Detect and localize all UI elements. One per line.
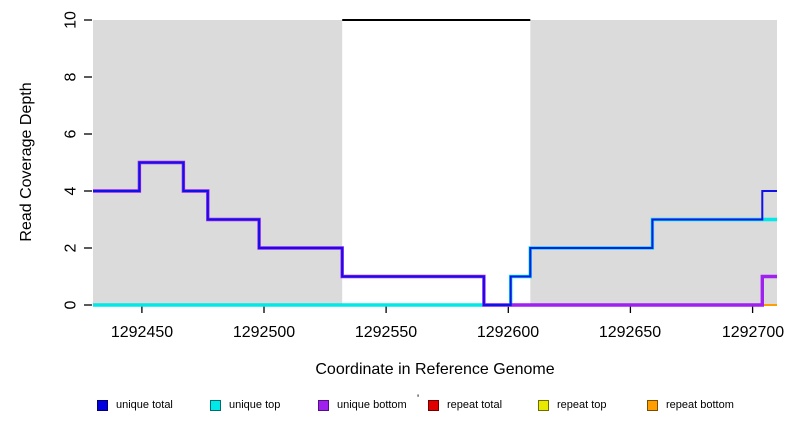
repeat-region-shade	[93, 20, 343, 305]
y-tick-label: 0	[63, 300, 80, 309]
legend-item-unique-total: unique total	[97, 398, 173, 412]
unique-total-swatch	[97, 399, 108, 411]
legend-item-unique-top: unique top	[210, 398, 280, 412]
x-tick-label: 1292650	[599, 324, 661, 341]
repeat-region-shade	[530, 20, 777, 305]
y-tick-label: 10	[63, 11, 80, 29]
x-tick-labels: 1292450 1292500 1292550 1292600 1292650 …	[111, 324, 784, 341]
legend-item-unique-bottom: unique bottom	[318, 398, 407, 412]
x-tick-label: 1292600	[477, 324, 539, 341]
repeat-top-swatch	[538, 399, 549, 411]
unique-total-line	[93, 161, 777, 306]
legend-label: repeat bottom	[666, 399, 734, 411]
legend-item-repeat-bottom: repeat bottom	[647, 398, 734, 412]
y-tick-label: 4	[63, 186, 80, 195]
x-tick-label: 1292550	[355, 324, 417, 341]
axis-ticks	[84, 19, 754, 313]
legend-label: repeat top	[557, 399, 607, 411]
legend-label: repeat total	[447, 399, 503, 411]
x-axis-title: Coordinate in Reference Genome	[315, 361, 555, 378]
legend-label: unique bottom	[337, 399, 407, 411]
x-tick-label: 1292700	[722, 324, 784, 341]
coverage-plot: 1292450 1292500 1292550 1292600 1292650 …	[63, 11, 785, 341]
unique-bottom-swatch	[318, 399, 329, 411]
repeat-bottom-swatch	[647, 399, 658, 411]
y-tick-label: 6	[63, 129, 80, 138]
legend-label: unique total	[116, 399, 173, 411]
y-tick-labels: 0 2 4 6 8 10	[63, 11, 80, 309]
y-tick-label: 8	[63, 72, 80, 81]
repeat-region-shading	[93, 20, 777, 305]
legend-item-repeat-top: repeat top	[538, 398, 607, 412]
legend-stray-mark: '	[417, 393, 420, 405]
repeat-total-swatch	[428, 399, 439, 411]
y-axis-title: Read Coverage Depth	[18, 82, 35, 242]
legend-item-repeat-total: repeat total	[428, 398, 502, 412]
x-tick-label: 1292450	[111, 324, 173, 341]
unique-top-swatch	[210, 399, 221, 411]
coverage-series	[93, 160, 777, 307]
x-tick-label: 1292500	[233, 324, 295, 341]
y-tick-label: 2	[63, 243, 80, 252]
legend-label: unique top	[229, 399, 281, 411]
